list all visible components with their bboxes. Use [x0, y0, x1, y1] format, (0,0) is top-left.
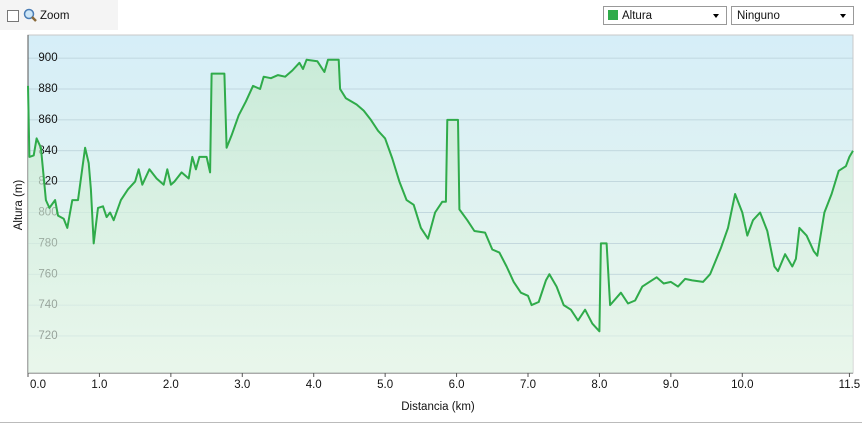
toolbar-tab — [0, 0, 118, 30]
x-tick-label: 8.0 — [591, 379, 607, 391]
x-tick-label: 11.5 — [839, 379, 861, 391]
x-tick-label: 9.0 — [663, 379, 679, 391]
y-tick-label: 880 — [38, 83, 57, 95]
y-axis-title: Altura (m) — [13, 180, 25, 231]
zoom-label[interactable]: Zoom — [40, 10, 69, 22]
x-tick-label: 7.0 — [520, 379, 536, 391]
legend-swatch — [608, 10, 618, 20]
x-tick-label: 6.0 — [449, 379, 465, 391]
x-tick-label: 4.0 — [306, 379, 322, 391]
x-tick-label: 2.0 — [163, 379, 179, 391]
x-tick-label: 0.0 — [30, 379, 46, 391]
area — [28, 59, 853, 373]
zoom-icon — [23, 8, 37, 22]
y-tick-label: 860 — [38, 114, 57, 126]
y-tick-label: 840 — [38, 145, 57, 157]
x-tick-label: 3.0 — [234, 379, 250, 391]
x-tick-label: 5.0 — [377, 379, 393, 391]
dropdown-arrow — [840, 14, 846, 18]
line — [27, 58, 854, 333]
x-tick-label: 1.0 — [91, 379, 107, 391]
x-axis-title: Distancia (km) — [401, 401, 475, 413]
zoom-checkbox[interactable] — [7, 10, 19, 22]
legend-label[interactable]: Altura — [622, 10, 653, 22]
y-tick-label: 900 — [38, 52, 57, 64]
secondary-select[interactable] — [731, 6, 854, 25]
series-select[interactable] — [603, 6, 727, 25]
secondary-select-label[interactable]: Ninguno — [737, 10, 780, 22]
dropdown-arrow — [713, 14, 719, 18]
x-tick-label: 10.0 — [731, 379, 753, 391]
